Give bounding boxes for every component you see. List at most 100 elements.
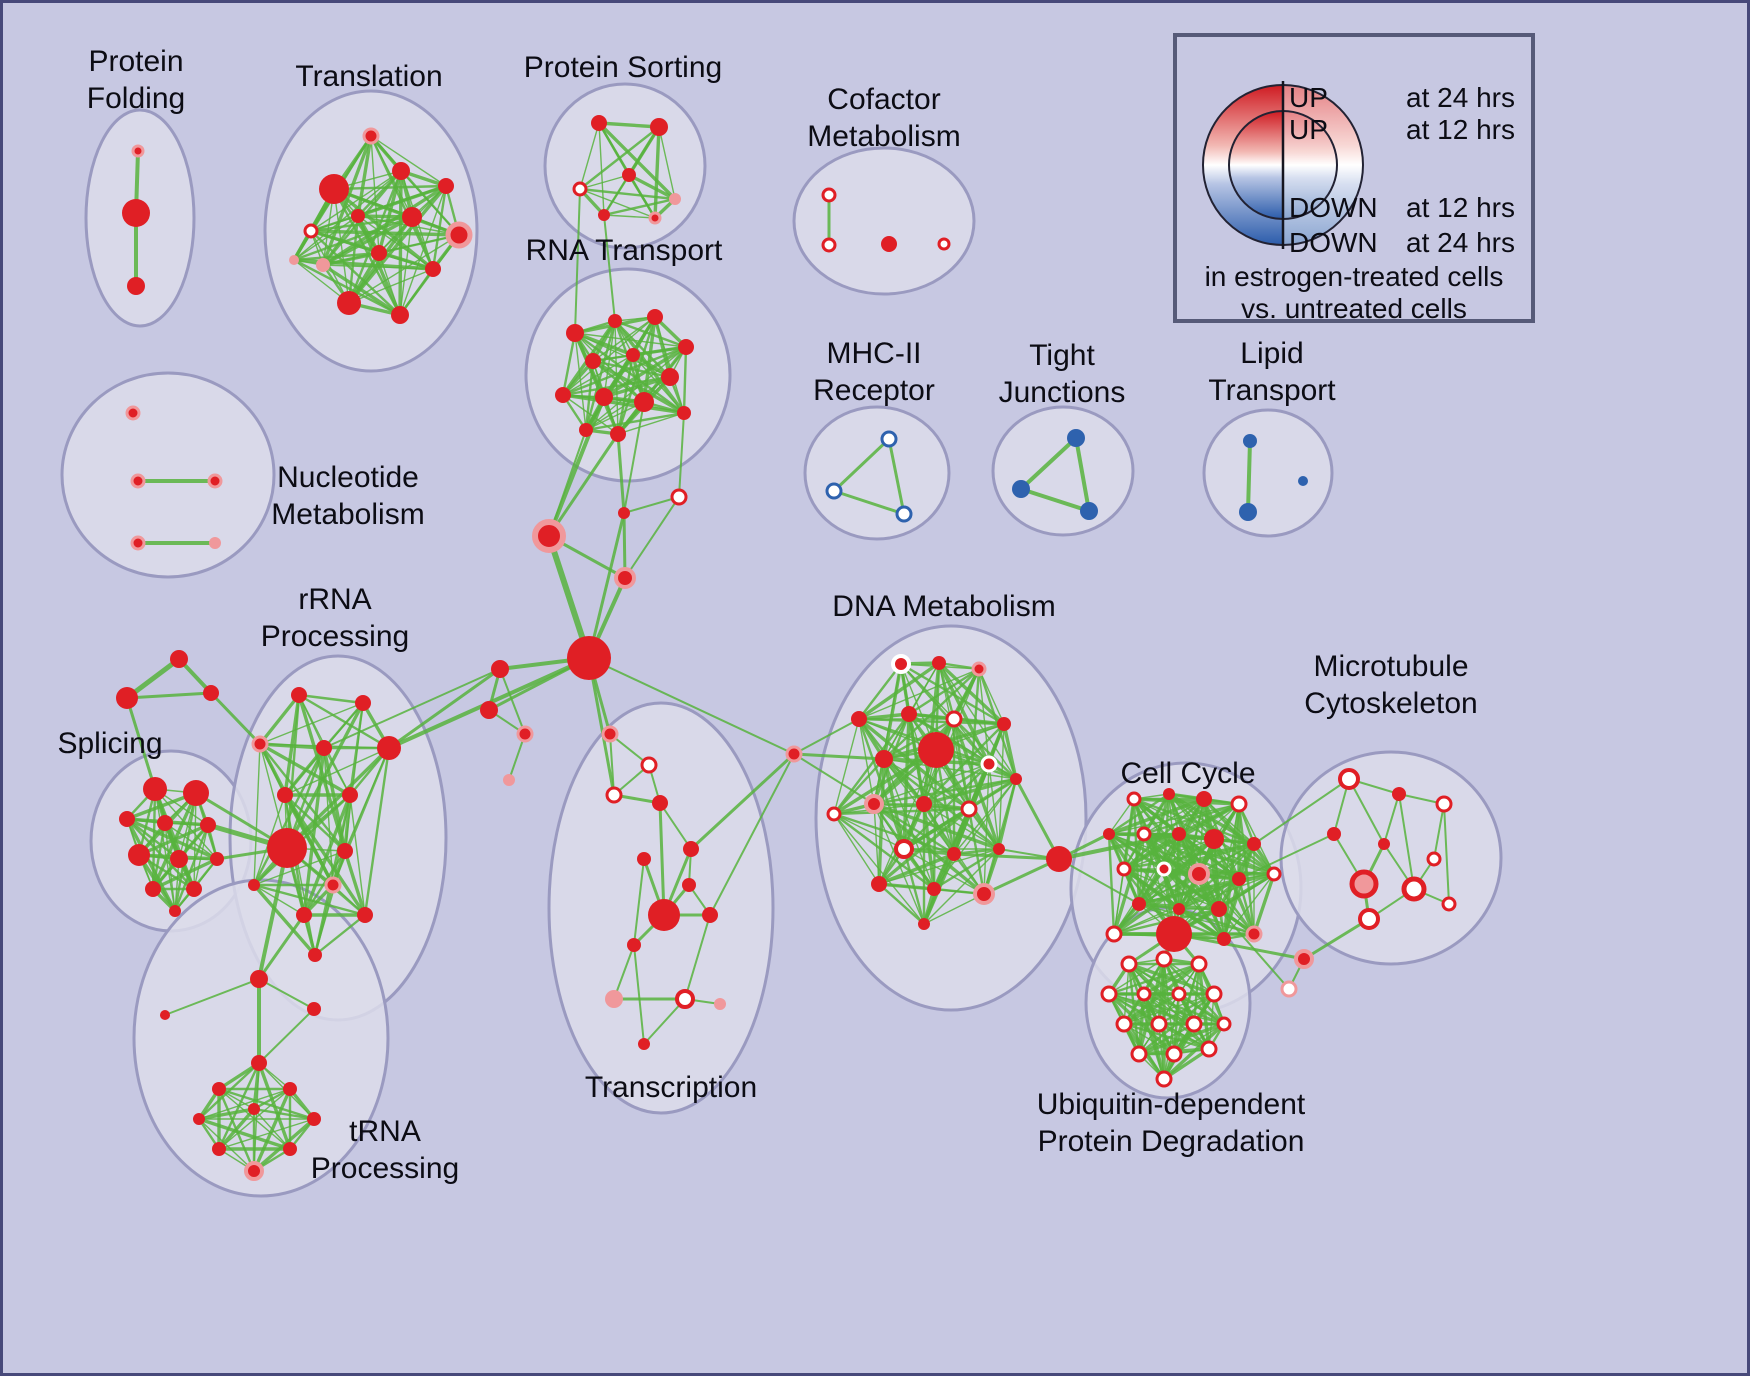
edge	[562, 394, 619, 435]
gene-node	[207, 473, 223, 489]
edge	[584, 411, 686, 432]
gene-node	[251, 1055, 267, 1071]
gene-node	[491, 660, 509, 678]
edge	[173, 823, 210, 913]
gene-node	[1155, 950, 1173, 968]
edge	[283, 793, 367, 917]
edge	[398, 267, 435, 317]
edge	[857, 662, 903, 721]
gene-node	[392, 162, 410, 180]
edge	[624, 496, 680, 579]
gene-node	[1266, 866, 1282, 882]
gene-node	[880, 430, 898, 448]
edge	[588, 657, 795, 755]
edge	[1107, 792, 1171, 836]
gene-node	[283, 1082, 297, 1096]
edge	[292, 258, 402, 317]
gene-node	[1217, 932, 1231, 946]
gene-node	[308, 948, 322, 962]
gene-node	[324, 876, 342, 894]
gene-node	[127, 277, 145, 295]
edge	[1178, 873, 1275, 910]
edge	[792, 752, 886, 761]
edge	[548, 429, 587, 537]
edge	[1108, 803, 1240, 835]
edge	[348, 268, 434, 304]
gene-node	[980, 755, 998, 773]
gene-node	[997, 717, 1011, 731]
gene-node	[1338, 768, 1360, 790]
edge	[1162, 1047, 1211, 1081]
edge	[887, 437, 906, 516]
edge	[923, 893, 985, 925]
gene-node	[145, 881, 161, 897]
gene-node	[1100, 985, 1118, 1003]
edge	[284, 794, 316, 956]
edge	[602, 197, 677, 217]
gene-node	[200, 817, 216, 833]
gene-node	[894, 839, 914, 859]
edge	[922, 777, 1018, 806]
edge	[587, 511, 626, 660]
gene-node	[918, 918, 930, 930]
edge	[689, 752, 796, 851]
gene-node	[566, 324, 584, 342]
edge	[1162, 957, 1226, 1026]
edge	[923, 848, 1000, 925]
gene-node	[244, 1161, 264, 1181]
gene-node	[1156, 916, 1192, 952]
edge	[313, 913, 367, 957]
edge	[197, 1107, 256, 1121]
cluster-ellipse-microtubule-cytoskeleton	[1279, 750, 1503, 966]
gene-node	[714, 998, 726, 1010]
edge	[574, 332, 587, 431]
edge	[348, 234, 460, 304]
edge	[332, 187, 435, 271]
gene-node	[851, 711, 867, 727]
gene-node	[289, 255, 299, 265]
edge	[642, 315, 657, 404]
legend-row-up-24: UP at 24 hrs	[1177, 82, 1531, 113]
edge	[1348, 778, 1385, 845]
edge	[1014, 777, 1061, 861]
edge	[857, 717, 1006, 726]
gene-node	[1426, 851, 1442, 867]
gene-node	[342, 787, 358, 803]
edge	[297, 693, 365, 705]
edge	[684, 914, 711, 1000]
gene-node	[661, 368, 679, 386]
edge	[1178, 833, 1275, 875]
gene-node	[480, 701, 498, 719]
gene-node	[618, 507, 630, 519]
gene-node	[640, 756, 658, 774]
edge	[883, 758, 935, 890]
cluster-ellipse-lipid-transport	[1202, 408, 1334, 538]
edge	[833, 813, 880, 885]
gene-node	[1378, 838, 1390, 850]
gene-node	[438, 178, 454, 194]
gene-node	[647, 309, 663, 325]
edge	[499, 668, 526, 735]
edge	[387, 667, 502, 750]
gene-node	[1132, 897, 1146, 911]
cluster-ellipse-tight-junctions	[991, 405, 1135, 537]
network-canvas	[60, 82, 1503, 1198]
edge	[310, 170, 402, 232]
gene-node	[125, 405, 141, 421]
gene-node	[614, 567, 636, 589]
edge	[292, 215, 414, 262]
cluster-ellipse-mhc-ii-receptor	[803, 405, 951, 541]
gene-node	[160, 1010, 170, 1020]
edge	[978, 668, 990, 765]
edge	[1107, 832, 1116, 936]
edge	[1137, 872, 1276, 906]
legend-direction-label: UP	[1289, 114, 1328, 145]
edge	[682, 345, 688, 415]
edge	[602, 375, 672, 399]
gene-node	[307, 1112, 321, 1126]
gene-node	[918, 732, 954, 768]
edge	[258, 742, 347, 853]
gene-node	[1067, 429, 1085, 447]
edge	[137, 823, 210, 857]
gene-node	[1010, 773, 1022, 785]
